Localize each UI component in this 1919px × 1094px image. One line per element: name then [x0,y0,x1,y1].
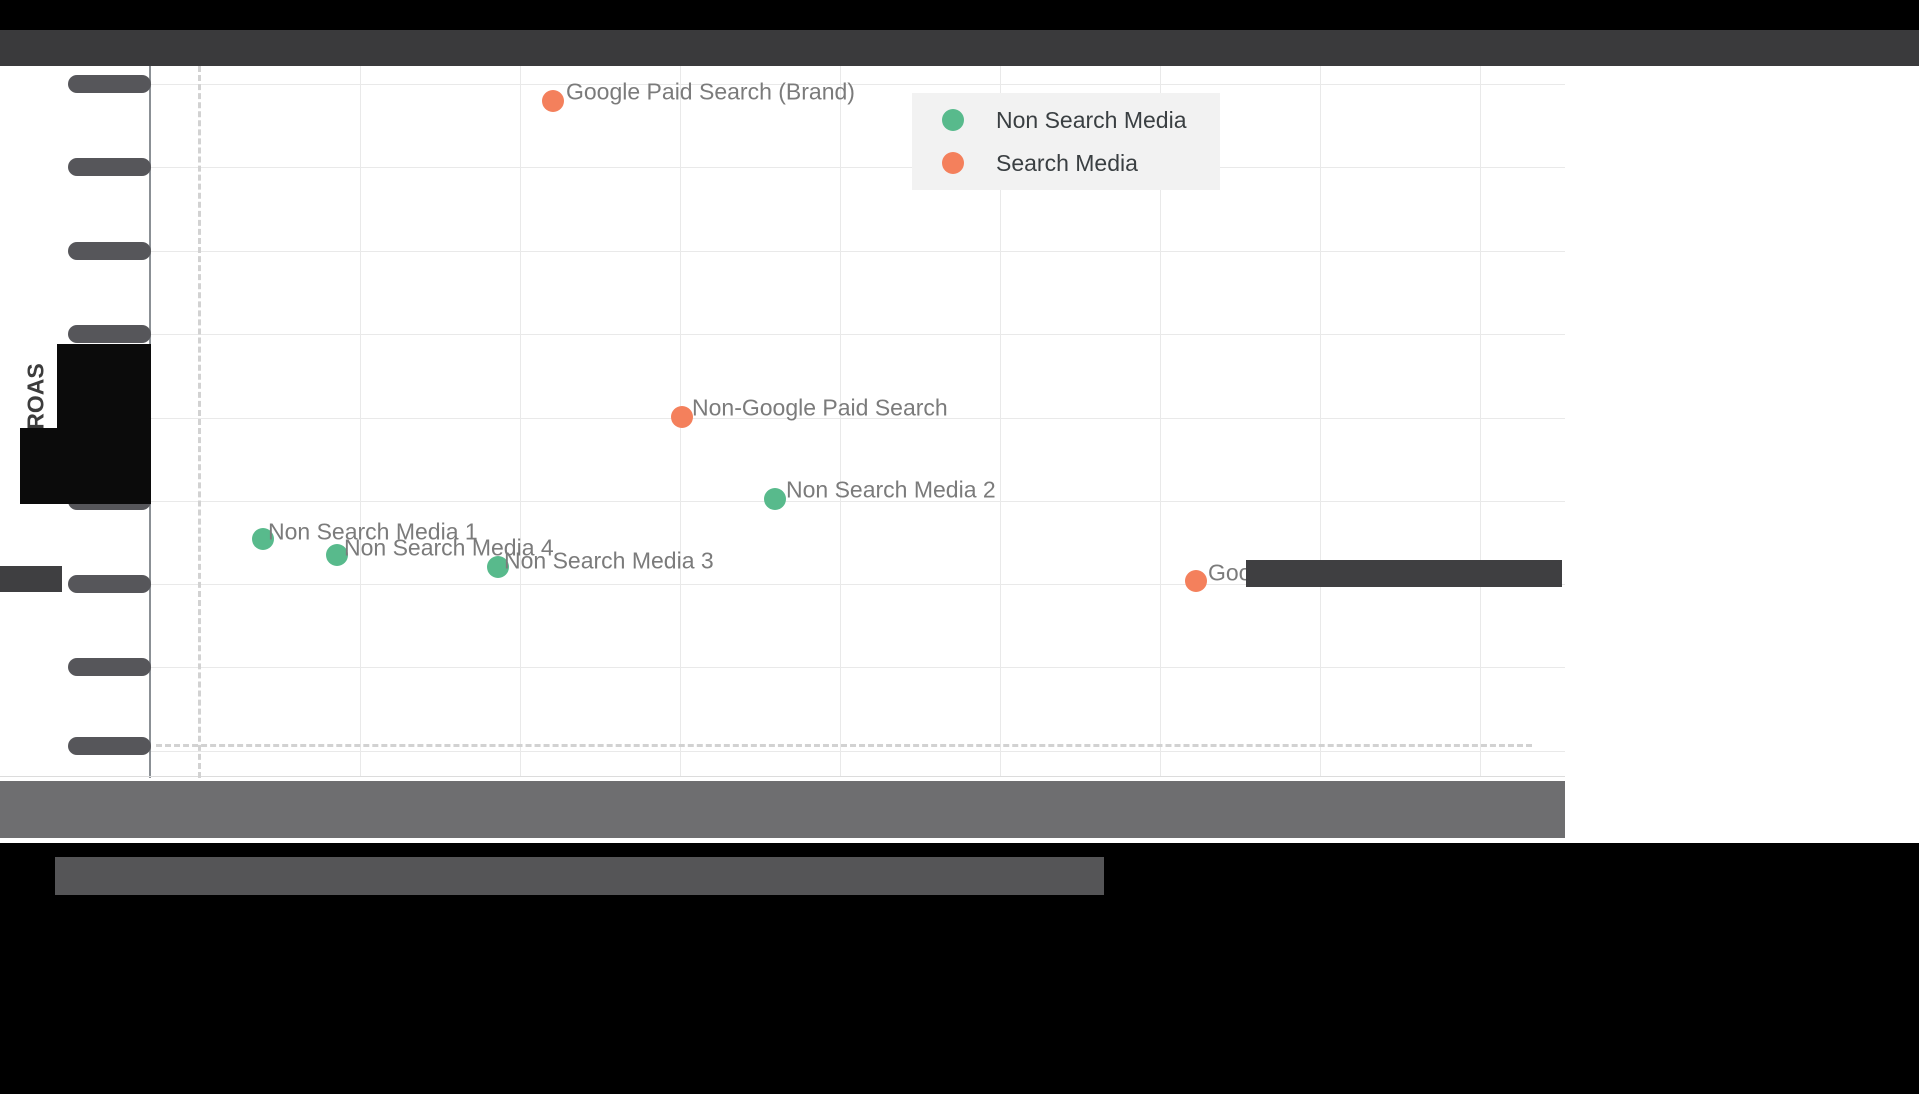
redaction-y-tick-label [68,658,151,676]
scatter-point-non-search-media-3[interactable] [487,556,509,578]
gridline-horizontal [151,667,1565,668]
legend: Non Search Media Search Media [912,93,1220,190]
redaction-y-tick-label [68,242,151,260]
scatter-point-label-non-search-media-4: Non Search Media 4 [344,534,554,561]
legend-label-search-media: Search Media [996,149,1138,176]
redaction-bottom-area [0,843,1919,1094]
gridline-horizontal [151,334,1565,335]
scatter-point-label-goo: Goo [1208,559,1252,586]
redaction-bottom-inner-bar [55,857,1104,895]
gridline-vertical [520,66,521,776]
redaction-y-axis-values [57,344,151,504]
dashed-horizontal-reference-line [156,744,1532,747]
redaction-title-bar [0,0,1919,30]
legend-label-non-search-media: Non Search Media [996,106,1187,133]
scatter-point-non-google-paid-search[interactable] [671,406,693,428]
redaction-left-edge [0,566,62,592]
gridline-horizontal [151,584,1565,585]
dashed-vertical-reference-line [198,66,201,778]
gridline-vertical [1160,66,1161,776]
gridline-vertical [1320,66,1321,776]
redaction-toolbar [0,30,1919,66]
legend-dot-non-search-media-icon [942,109,964,131]
scatter-point-google-paid-search-brand[interactable] [542,90,564,112]
gridline-horizontal [151,418,1565,419]
scatter-point-label-non-search-media-3: Non Search Media 3 [504,547,714,574]
scatter-point-non-search-media-2[interactable] [764,488,786,510]
legend-dot-search-media-icon [942,152,964,174]
gridline-vertical [1480,66,1481,776]
redaction-x-axis-labels [0,781,1565,838]
gridline-vertical [840,66,841,776]
scatter-point-label-google-paid-search-brand: Google Paid Search (Brand) [566,78,855,105]
scatter-point-label-non-google-paid-search: Non-Google Paid Search [692,394,948,421]
redaction-y-tick-label [68,575,151,593]
scatter-point-label-non-search-media-1: Non Search Media 1 [268,518,478,545]
scatter-point-goo[interactable] [1185,570,1207,592]
gridline-horizontal [151,84,1565,85]
redaction-y-tick-label [68,75,151,93]
legend-item-non-search-media[interactable]: Non Search Media [942,107,1220,134]
redaction-y-axis-label-partial [20,428,58,504]
gridline-horizontal [151,167,1565,168]
gridline-horizontal [151,501,1565,502]
x-axis-line [0,776,1565,777]
gridline-horizontal [151,751,1565,752]
scatter-point-non-search-media-4[interactable] [326,544,348,566]
scatter-point-label-non-search-media-2: Non Search Media 2 [786,476,996,503]
gridline-horizontal [151,251,1565,252]
legend-item-search-media[interactable]: Search Media [942,150,1220,177]
redaction-y-tick-label [68,325,151,343]
gridline-vertical [360,66,361,776]
scatter-point-non-search-media-1[interactable] [252,528,274,550]
redaction-point-label [1246,560,1562,587]
redaction-y-tick-label [68,737,151,755]
gridline-vertical [1000,66,1001,776]
redaction-y-tick-label [68,158,151,176]
